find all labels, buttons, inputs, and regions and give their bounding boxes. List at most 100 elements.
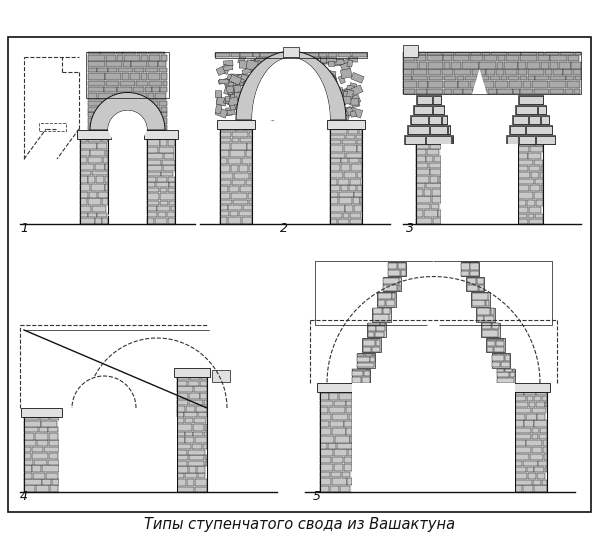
Bar <box>320 421 329 427</box>
Bar <box>80 184 90 191</box>
Bar <box>148 53 165 54</box>
Bar <box>323 71 334 80</box>
Bar <box>521 53 537 55</box>
Bar <box>178 437 185 443</box>
Bar <box>80 164 94 170</box>
Bar <box>416 189 423 196</box>
Bar <box>320 401 334 406</box>
Bar <box>326 56 337 63</box>
Bar <box>98 93 113 100</box>
Bar <box>316 74 323 79</box>
Bar <box>134 107 151 112</box>
Bar <box>331 185 340 191</box>
Bar <box>487 69 495 75</box>
Bar <box>317 383 355 392</box>
Bar <box>21 408 62 417</box>
Bar <box>325 78 335 86</box>
Bar <box>200 393 206 399</box>
Bar <box>80 212 88 217</box>
Bar <box>241 74 253 83</box>
Bar <box>559 62 571 69</box>
Bar <box>148 160 161 165</box>
Bar <box>498 55 505 61</box>
Bar <box>532 81 548 88</box>
Bar <box>39 123 66 131</box>
Bar <box>527 62 540 69</box>
Bar <box>303 85 314 96</box>
Bar <box>108 118 115 124</box>
Bar <box>490 76 500 80</box>
Bar <box>327 120 365 129</box>
Bar <box>161 171 173 176</box>
Bar <box>328 89 340 96</box>
Bar <box>228 89 239 99</box>
Bar <box>350 99 359 105</box>
Bar <box>80 143 97 149</box>
Bar <box>416 144 441 224</box>
Bar <box>443 55 452 61</box>
Bar <box>472 293 488 300</box>
Bar <box>178 455 188 460</box>
Bar <box>230 74 242 80</box>
Bar <box>506 55 519 61</box>
Bar <box>316 72 323 81</box>
Bar <box>553 69 563 75</box>
Bar <box>518 199 526 207</box>
Bar <box>487 347 493 352</box>
Bar <box>186 406 195 411</box>
Bar <box>319 53 327 57</box>
Bar <box>527 467 533 472</box>
Bar <box>185 431 193 436</box>
Bar <box>530 454 543 460</box>
Bar <box>228 89 234 95</box>
Bar <box>250 173 251 179</box>
Bar <box>149 81 163 86</box>
Bar <box>416 95 433 104</box>
Polygon shape <box>90 93 165 130</box>
Bar <box>541 62 550 69</box>
Bar <box>481 323 500 337</box>
Bar <box>416 89 427 94</box>
Bar <box>178 381 187 385</box>
Bar <box>426 183 440 189</box>
Bar <box>198 473 205 478</box>
Bar <box>313 99 319 106</box>
Bar <box>416 204 430 209</box>
Bar <box>377 292 396 307</box>
Bar <box>261 88 269 98</box>
Bar <box>233 79 239 86</box>
Bar <box>532 428 539 433</box>
Bar <box>239 61 248 68</box>
Bar <box>335 436 350 443</box>
Bar <box>148 201 159 205</box>
Bar <box>365 354 373 356</box>
Bar <box>309 88 316 98</box>
Bar <box>346 110 356 116</box>
Bar <box>253 80 261 89</box>
Bar <box>303 88 312 97</box>
Bar <box>358 357 370 362</box>
Bar <box>448 126 449 133</box>
Bar <box>416 169 430 175</box>
Bar <box>320 428 331 435</box>
Bar <box>116 53 122 54</box>
Bar <box>538 461 547 466</box>
Bar <box>168 139 175 146</box>
Bar <box>496 69 504 75</box>
Bar <box>217 120 255 129</box>
Bar <box>162 160 175 165</box>
Bar <box>543 440 547 446</box>
Bar <box>48 460 59 464</box>
Bar <box>205 455 206 460</box>
Bar <box>357 185 362 191</box>
Bar <box>350 219 362 224</box>
Bar <box>330 486 339 492</box>
Bar <box>195 487 206 492</box>
Bar <box>458 81 469 88</box>
Bar <box>104 176 107 183</box>
Bar <box>224 81 236 93</box>
Bar <box>548 81 566 88</box>
Bar <box>339 90 348 98</box>
Bar <box>535 144 542 146</box>
Bar <box>148 93 154 100</box>
